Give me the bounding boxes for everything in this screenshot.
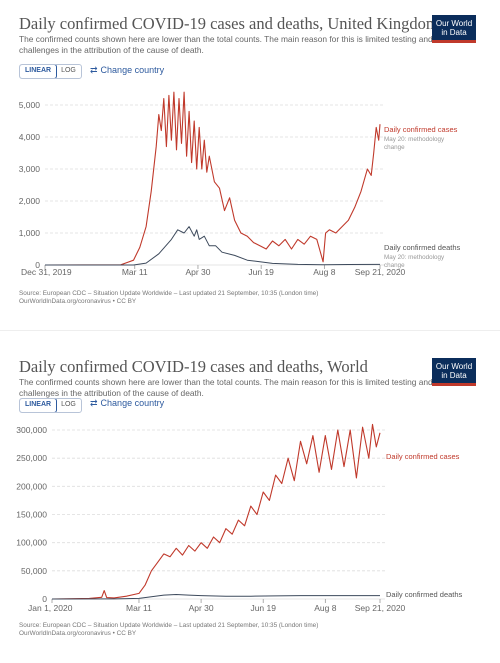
x-tick-label: Mar 11 (126, 603, 152, 613)
y-tick-label: 4,000 (19, 132, 41, 142)
x-tick-label: Apr 30 (185, 267, 210, 277)
world-line-chart: 0 50,000 100,000 150,000 200,000 250,000 300,0… (16, 423, 463, 613)
x-tick-label: Dec 31, 2019 (21, 267, 72, 277)
cases-line (51, 423, 381, 600)
y-tick-label: 0 (42, 594, 47, 604)
source-note: Source: European CDC – Situation Update … (19, 290, 319, 297)
x-tick-label: Sep 21, 2020 (355, 603, 406, 613)
y-tick-label: 300,000 (16, 425, 47, 435)
x-tick-label: Aug 8 (313, 267, 335, 277)
x-tick-label: Aug 8 (314, 603, 336, 613)
y-tick-label: 3,000 (19, 164, 41, 174)
change-country-link[interactable]: ⇄ Change country (90, 65, 164, 76)
scale-toggle[interactable]: LINEAR LOG (19, 398, 82, 413)
source-link[interactable]: OurWorldInData.org/coronavirus • CC BY (19, 630, 137, 637)
divider (0, 330, 500, 331)
deaths-note-label: May 20: methodology (384, 254, 445, 261)
chart-title: Daily confirmed COVID-19 cases and death… (19, 14, 439, 33)
cases-series-label: Daily confirmed cases (386, 452, 460, 461)
uk-line-chart: 0 1,000 2,000 3,000 4,000 5,000 Dec 31, 2019 Ma… (19, 91, 461, 277)
x-tick-label: Jan 1, 2020 (28, 603, 73, 613)
y-tick-label: 250,000 (16, 453, 47, 463)
x-tick-label: Apr 30 (189, 603, 214, 613)
change-country-link[interactable]: ⇄ Change country (90, 398, 164, 409)
linear-button[interactable]: LINEAR (19, 65, 58, 78)
chart-subtitle: The confirmed counts shown here are lowe… (19, 34, 433, 55)
log-button[interactable]: LOG (61, 67, 76, 74)
y-tick-label: 200,000 (16, 481, 47, 491)
source-link[interactable]: OurWorldInData.org/coronavirus • CC BY (19, 298, 137, 305)
y-tick-label: 100,000 (16, 538, 47, 548)
deaths-series-label: Daily confirmed deaths (384, 243, 461, 252)
change-country-label: Change country (100, 398, 165, 408)
source-note: Source: European CDC – Situation Update … (19, 622, 319, 629)
y-tick-label: 2,000 (19, 196, 41, 206)
owid-logo[interactable]: Our World in Data (432, 358, 476, 386)
log-button[interactable]: LOG (61, 401, 76, 408)
deaths-line (45, 226, 381, 266)
linear-button[interactable]: LINEAR (19, 399, 58, 412)
y-tick-label: 50,000 (21, 566, 47, 576)
x-tick-label: Jun 19 (250, 603, 276, 613)
scale-toggle[interactable]: LINEAR LOG (19, 64, 82, 79)
x-tick-label: Mar 11 (122, 267, 148, 277)
deaths-note-label: change (384, 262, 405, 269)
chart-title: Daily confirmed COVID-19 cases and death… (19, 357, 368, 376)
cases-note-label: May 20: methodology (384, 136, 445, 143)
cases-series-label: Daily confirmed cases (384, 125, 458, 134)
swap-arrows-icon: ⇄ (90, 65, 98, 75)
world-chart-panel: Daily confirmed COVID-19 cases and death… (0, 343, 500, 663)
deaths-series-label: Daily confirmed deaths (386, 590, 463, 599)
chart-subtitle: The confirmed counts shown here are lowe… (19, 377, 433, 398)
x-tick-label: Sep 21, 2020 (355, 267, 406, 277)
y-tick-label: 5,000 (19, 100, 41, 110)
y-tick-label: 0 (35, 260, 40, 270)
cases-line (44, 91, 381, 266)
cases-note-label: change (384, 144, 405, 151)
owid-logo[interactable]: Our World in Data (432, 15, 476, 43)
uk-chart-panel: Daily confirmed COVID-19 cases and death… (0, 0, 500, 320)
y-tick-label: 1,000 (19, 228, 41, 238)
deaths-line (51, 594, 380, 600)
y-tick-label: 150,000 (16, 510, 47, 520)
x-tick-label: Jun 19 (248, 267, 274, 277)
swap-arrows-icon: ⇄ (90, 398, 98, 408)
change-country-label: Change country (100, 65, 165, 75)
